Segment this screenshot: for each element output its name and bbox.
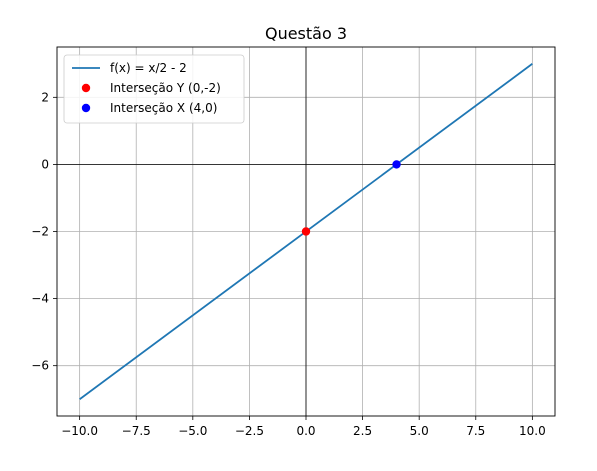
y-tick-label: −2	[31, 225, 49, 239]
y-tick-label: −4	[31, 292, 49, 306]
x-tick-label: −2.5	[235, 424, 264, 438]
scatter-point	[301, 227, 311, 236]
legend: f(x) = x/2 - 2 Interseção Y (0,-2) Interse…	[63, 54, 245, 124]
x-tick-label: 0.0	[296, 424, 315, 438]
x-tick-label: −10.0	[61, 424, 98, 438]
legend-label: Interseção X (4,0)	[110, 101, 217, 115]
y-tick-label: 0	[41, 157, 49, 171]
x-tick-label: 7.5	[466, 424, 485, 438]
x-tick-label: −7.5	[122, 424, 151, 438]
legend-label: f(x) = x/2 - 2	[110, 61, 187, 75]
legend-label: Interseção Y (0,-2)	[110, 81, 221, 95]
x-tick-label: 2.5	[353, 424, 372, 438]
x-tick-label: 10.0	[519, 424, 546, 438]
scatter-point	[392, 160, 401, 169]
legend-point-marker	[81, 83, 91, 93]
y-tick-label: −6	[31, 359, 49, 373]
axes-layer: −10.0 −7.5 −5.0 −2.5 0.0 2.5 5.0 7.5 10.0 −6 −4 −2 0…	[31, 46, 556, 438]
x-tick-label: −5.0	[178, 424, 207, 438]
chart-title: Questão 3	[265, 24, 347, 43]
y-tick-label: 2	[41, 90, 49, 104]
legend-box	[63, 54, 245, 124]
x-tick-label: 5.0	[410, 424, 429, 438]
legend-point-marker	[81, 103, 91, 113]
series-layer	[79, 63, 533, 400]
